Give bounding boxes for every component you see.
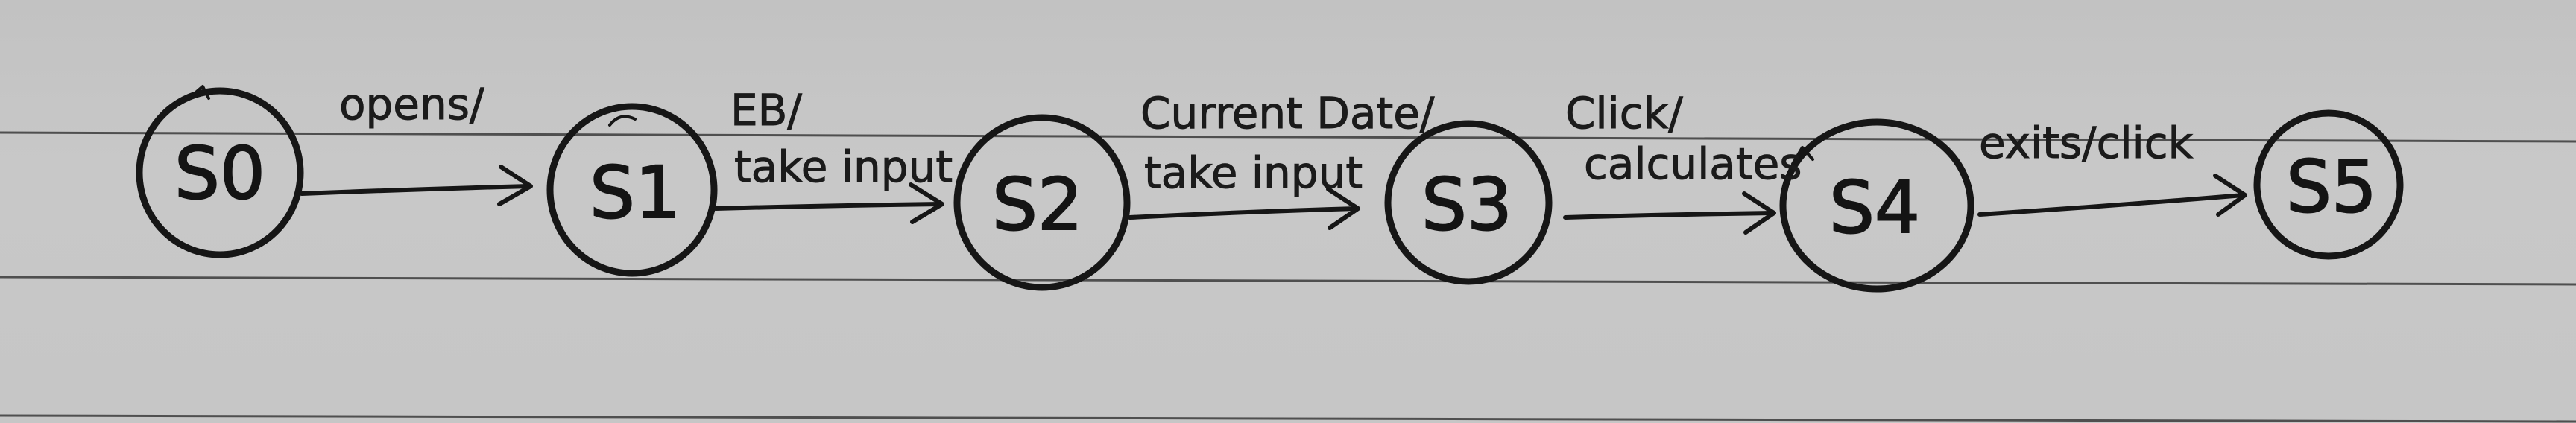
- transition-s2-s3-arrow: [1128, 206, 1359, 220]
- state-s1-label: S1: [590, 151, 681, 235]
- transition-s3-s4-label: Click/: [1565, 88, 1683, 139]
- transition-s4-s5[interactable]: exits/click: [1977, 118, 2247, 217]
- state-s4[interactable]: S4: [1779, 118, 1974, 293]
- state-s0[interactable]: S0: [136, 85, 304, 258]
- transition-s4-s5-arrow: [1977, 193, 2246, 217]
- transition-s1-s2-arrow: [713, 202, 943, 211]
- transition-s0-s1[interactable]: opens/: [300, 79, 533, 206]
- state-s2-label: S2: [992, 163, 1083, 247]
- transition-s3-s4[interactable]: Click/ calculates: [1563, 88, 1802, 235]
- transition-s3-s4-arrowhead: [1742, 191, 1776, 235]
- state-s0-start-tick: [191, 85, 210, 100]
- state-s0-circle: [136, 87, 304, 258]
- state-s4-circle: [1779, 118, 1974, 293]
- transition-s2-s3[interactable]: Current Date/ take input: [1128, 88, 1435, 230]
- state-s5-label: S5: [2286, 145, 2377, 229]
- ruled-line-bottom: [0, 414, 2576, 423]
- transition-s0-s1-arrowhead: [497, 165, 533, 206]
- transition-s4-s5-label: exits/click: [1979, 118, 2194, 168]
- state-s1[interactable]: S1: [546, 103, 718, 277]
- transition-s2-s3-label: Current Date/: [1140, 88, 1435, 139]
- transition-s1-s2-arrowhead: [909, 182, 944, 224]
- ruled-line-middle: [0, 276, 2576, 286]
- state-s0-label: S0: [174, 132, 265, 215]
- state-s3-circle: [1384, 120, 1553, 285]
- transition-s4-s5-arrowhead: [2213, 174, 2247, 217]
- ruled-line-top: [0, 131, 2576, 143]
- state-s5[interactable]: S5: [2253, 109, 2404, 260]
- transition-s3-s4-label2: calculates: [1584, 139, 1802, 189]
- state-s1-circle: [546, 103, 718, 277]
- transition-s1-s2[interactable]: EB/ take input: [713, 85, 953, 224]
- transition-s2-s3-arrowhead: [1326, 187, 1360, 230]
- transition-s1-s2-label: EB/: [730, 85, 802, 136]
- transition-s0-s1-arrow: [300, 184, 531, 196]
- state-s2-circle: [953, 114, 1131, 291]
- transition-s2-s3-label2: take input: [1144, 147, 1363, 198]
- state-s5-circle: [2253, 109, 2404, 260]
- transition-s3-s4-arrow: [1563, 211, 1775, 220]
- state-s4-start-tick: [1791, 146, 1814, 165]
- transition-s1-s2-label2: take input: [734, 141, 953, 192]
- state-s4-label: S4: [1829, 166, 1920, 249]
- transition-s0-s1-label: opens/: [339, 79, 484, 130]
- state-s3[interactable]: S3: [1384, 120, 1553, 285]
- state-s1-start-tick: [608, 115, 637, 127]
- state-s2[interactable]: S2: [953, 114, 1131, 291]
- state-s3-label: S3: [1421, 163, 1512, 247]
